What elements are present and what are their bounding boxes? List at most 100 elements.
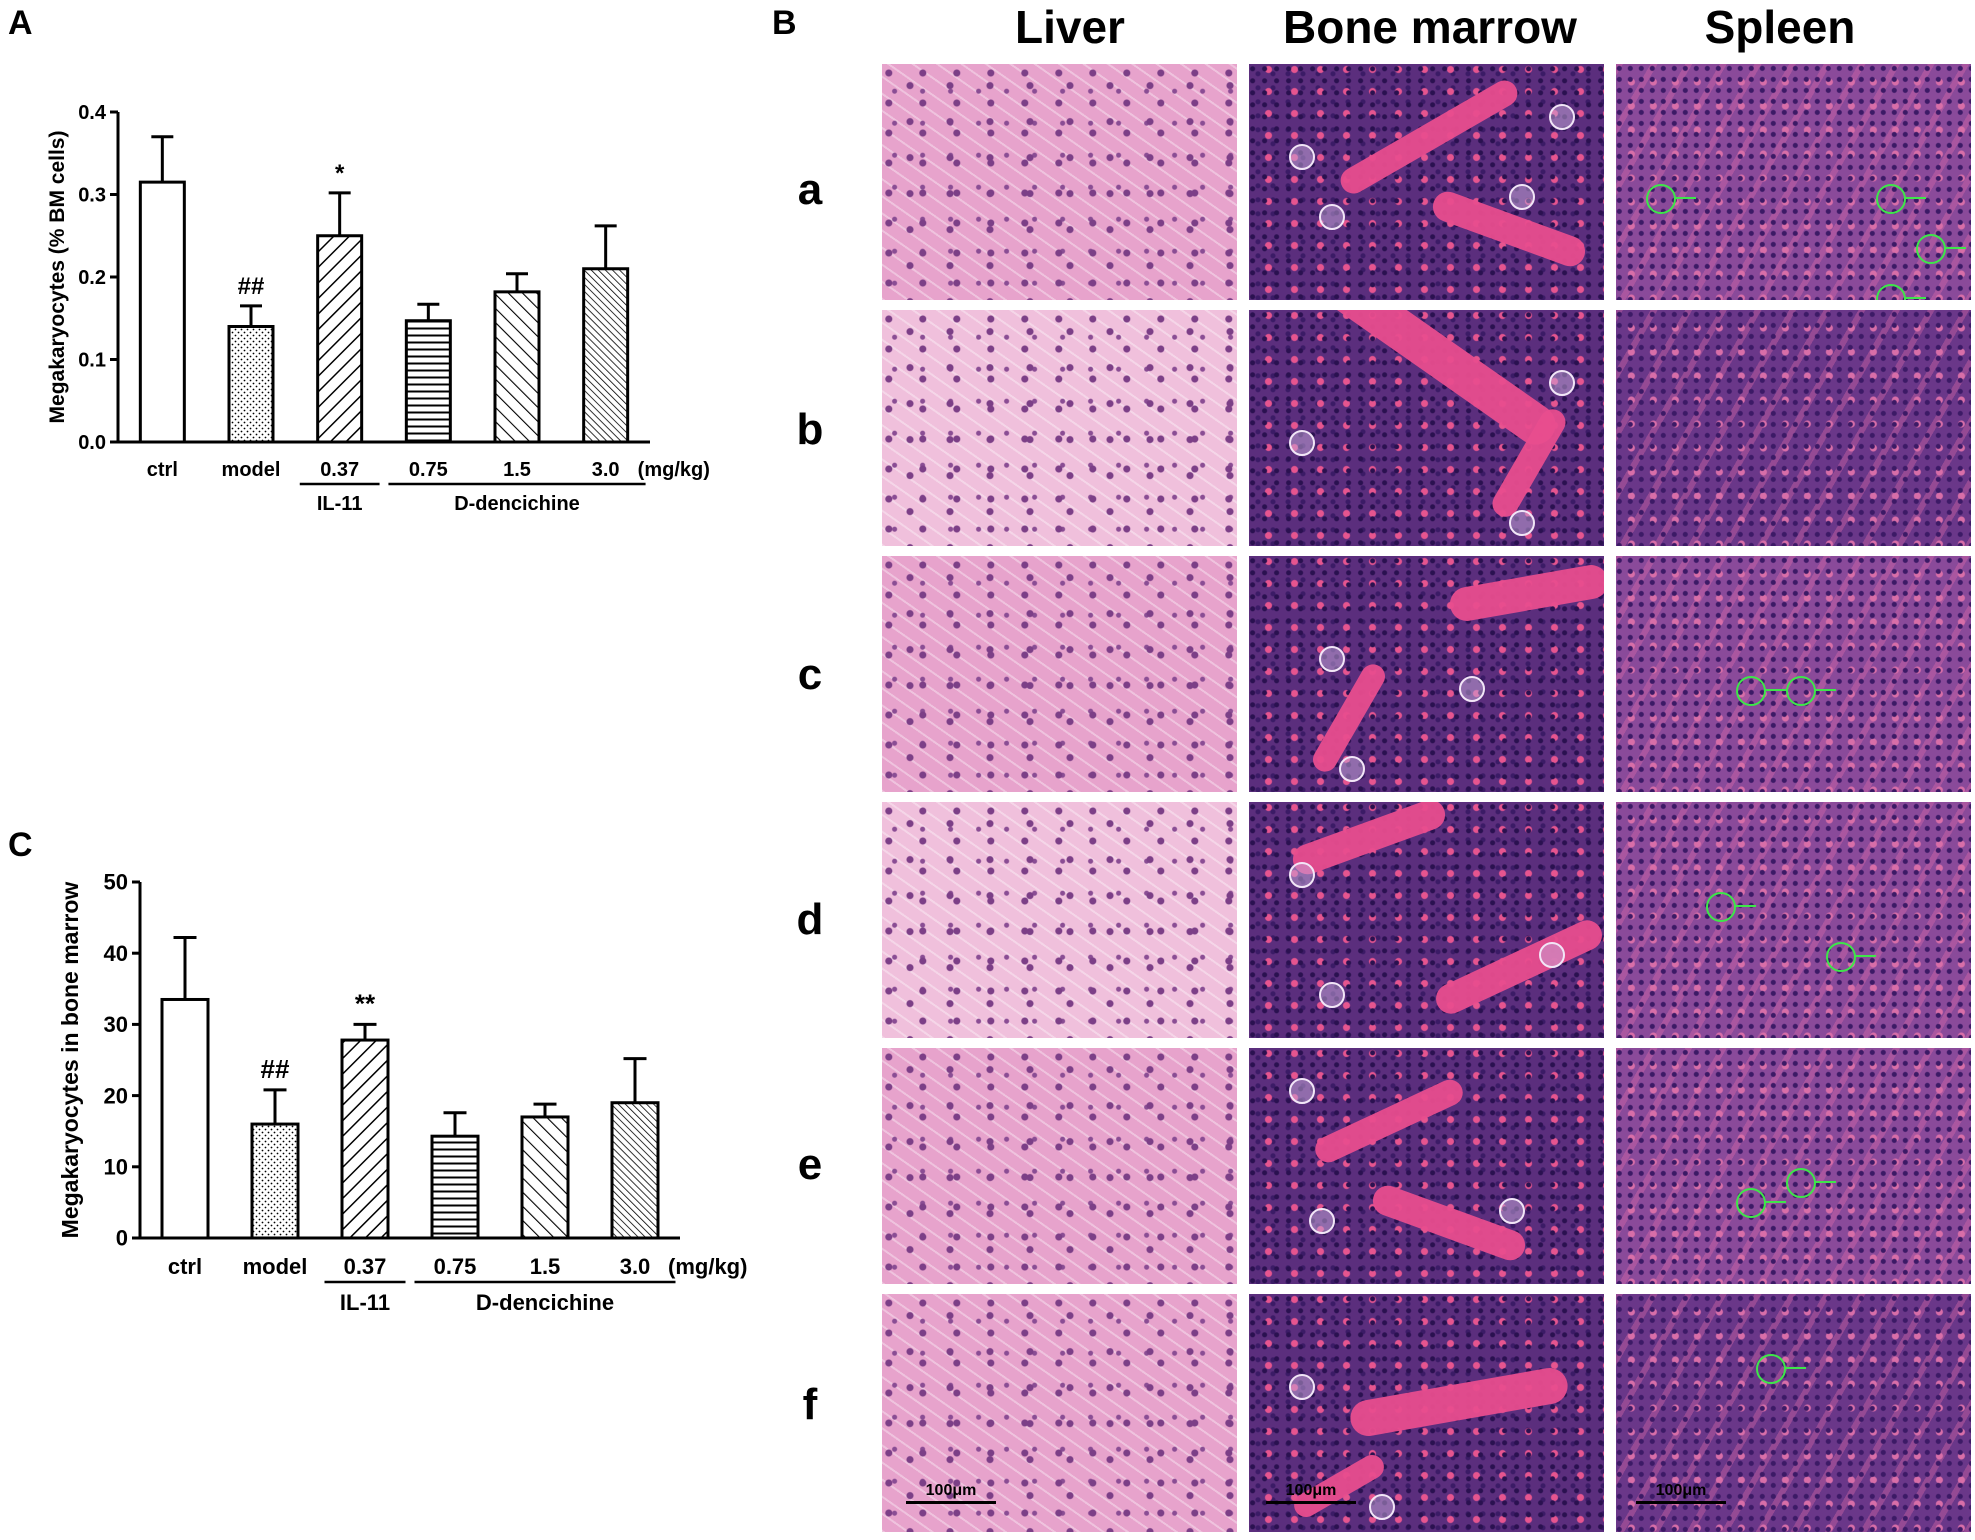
micrograph-bone-marrow-c — [1249, 556, 1604, 792]
x-tick-label: 0.37 — [344, 1254, 387, 1279]
megakaryocyte — [1289, 430, 1315, 456]
marker-arrow — [1764, 1201, 1786, 1203]
megakaryocyte-marker — [1876, 184, 1906, 214]
scalebar-bone-marrow: 100μm — [1266, 1482, 1356, 1504]
megakaryocyte — [1509, 184, 1535, 210]
scalebar-liver: 100μm — [906, 1482, 996, 1504]
x-tick-label: 0.75 — [434, 1254, 477, 1279]
x-tick-label: ctrl — [168, 1254, 202, 1279]
marker-arrow — [1814, 1181, 1836, 1183]
bar-0.37 — [340, 1038, 390, 1240]
y-tick-label: 0.2 — [78, 267, 106, 289]
micrograph-bone-marrow-e — [1249, 1048, 1604, 1284]
megakaryocyte — [1549, 370, 1575, 396]
megakaryocyte-marker — [1826, 942, 1856, 972]
micrograph-liver-e — [882, 1048, 1237, 1284]
bar-3.0 — [582, 267, 630, 444]
megakaryocyte-marker — [1916, 234, 1946, 264]
y-tick-label: 20 — [104, 1083, 128, 1108]
megakaryocyte-marker — [1876, 284, 1906, 300]
bone-trabecula — [1294, 310, 1564, 453]
group-label-il11: IL-11 — [317, 493, 363, 510]
y-tick-label: 0.3 — [78, 185, 106, 207]
group-label-dencichine: D-dencichine — [454, 493, 580, 510]
y-tick-label: 0.4 — [78, 102, 107, 124]
micrograph-spleen-d — [1616, 802, 1971, 1038]
bar-model — [250, 1122, 300, 1240]
bar-model — [227, 325, 275, 444]
bone-trabecula — [1447, 562, 1604, 624]
micrograph-bone-marrow-b — [1249, 310, 1604, 546]
significance-annotation: ## — [261, 1054, 290, 1084]
marker-arrow — [1734, 905, 1756, 907]
column-header-liver: Liver — [1015, 1, 1125, 53]
y-axis-label: Megakaryocytes (% BM cells) — [46, 131, 69, 424]
megakaryocyte-marker — [1736, 1188, 1766, 1218]
micrograph-spleen-a — [1616, 64, 1971, 300]
column-header-bone-marrow: Bone marrow — [1283, 1, 1577, 53]
marker-arrow — [1944, 247, 1966, 249]
micrograph-liver-f — [882, 1294, 1237, 1532]
bar-1.5 — [493, 290, 541, 444]
x-tick-label: 3.0 — [592, 459, 620, 481]
micrograph-spleen-e — [1616, 1048, 1971, 1284]
micrograph-liver-d — [882, 802, 1237, 1038]
megakaryocyte-marker — [1786, 1168, 1816, 1198]
x-tick-label: model — [243, 1254, 308, 1279]
micrograph-spleen-c — [1616, 556, 1971, 792]
group-label-dencichine: D-dencichine — [476, 1290, 614, 1315]
micrograph-bone-marrow-f — [1249, 1294, 1604, 1532]
x-tick-label: 1.5 — [503, 459, 531, 481]
bone-trabecula — [1368, 1181, 1530, 1265]
marker-arrow — [1764, 689, 1786, 691]
panel-a-letter: A — [8, 4, 33, 42]
marker-arrow — [1814, 689, 1836, 691]
panel-b-letter: B — [772, 4, 797, 42]
megakaryocyte — [1369, 1494, 1395, 1520]
megakaryocyte — [1319, 982, 1345, 1008]
marker-arrow — [1904, 297, 1926, 299]
x-tick-label: 0.75 — [409, 459, 448, 481]
row-label-c: c — [797, 650, 823, 699]
unit-label: (mg/kg) — [638, 459, 710, 481]
column-header-spleen: Spleen — [1704, 1, 1856, 53]
bar-3.0 — [610, 1101, 660, 1240]
megakaryocyte — [1289, 862, 1315, 888]
megakaryocyte — [1459, 676, 1485, 702]
bar-0.75 — [404, 319, 452, 444]
megakaryocyte — [1289, 144, 1315, 170]
unit-label: (mg/kg) — [668, 1254, 747, 1279]
row-label-f: f — [802, 1380, 818, 1429]
megakaryocyte — [1309, 1208, 1335, 1234]
megakaryocyte — [1319, 204, 1345, 230]
megakaryocyte-marker — [1706, 892, 1736, 922]
y-axis-label: Megakaryocytes in bone marrow — [57, 882, 83, 1239]
x-tick-label: model — [222, 459, 281, 481]
x-tick-label: 1.5 — [530, 1254, 561, 1279]
megakaryocyte — [1289, 1374, 1315, 1400]
megakaryocyte — [1509, 510, 1535, 536]
micrograph-liver-c — [882, 556, 1237, 792]
megakaryocyte — [1539, 942, 1565, 968]
bone-trabecula — [1335, 75, 1523, 199]
bar-1.5 — [520, 1115, 570, 1240]
megakaryocyte — [1339, 756, 1365, 782]
x-tick-label: 0.37 — [320, 459, 359, 481]
panel-c-letter: C — [8, 826, 33, 864]
bone-trabecula — [1311, 1075, 1467, 1167]
bone-trabecula — [1431, 915, 1604, 1019]
y-tick-label: 10 — [104, 1155, 128, 1180]
row-label-e: e — [797, 1140, 823, 1189]
y-tick-label: 50 — [104, 870, 128, 895]
bar-0.75 — [430, 1134, 480, 1240]
bar-ctrl — [138, 180, 186, 444]
marker-arrow — [1854, 955, 1876, 957]
micrograph-liver-a — [882, 64, 1237, 300]
x-tick-label: 3.0 — [620, 1254, 651, 1279]
group-label-il11: IL-11 — [340, 1290, 390, 1315]
megakaryocyte-marker — [1756, 1354, 1786, 1384]
megakaryocyte-marker — [1736, 676, 1766, 706]
y-tick-label: 0.0 — [78, 432, 106, 454]
marker-arrow — [1674, 197, 1696, 199]
micrograph-spleen-f — [1616, 1294, 1971, 1532]
